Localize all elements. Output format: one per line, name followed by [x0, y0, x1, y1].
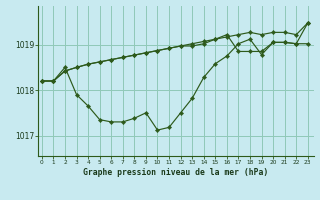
- X-axis label: Graphe pression niveau de la mer (hPa): Graphe pression niveau de la mer (hPa): [84, 168, 268, 177]
